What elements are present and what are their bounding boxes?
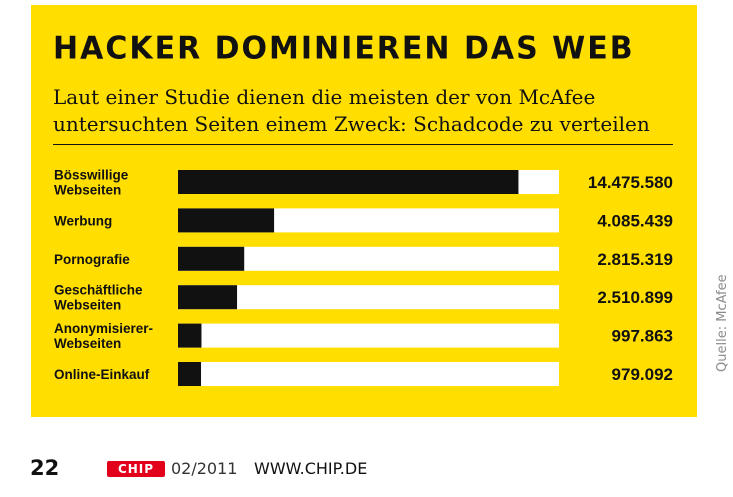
chart-title: HACKER DOMINIEREN DAS WEB	[53, 30, 635, 67]
value-label: 2.815.319	[597, 250, 673, 269]
bar	[178, 285, 238, 310]
value-label: 979.092	[612, 365, 673, 384]
value-label: 2.510.899	[597, 288, 673, 307]
divider-rule	[53, 144, 673, 145]
bar	[178, 246, 245, 271]
bar-track	[178, 362, 559, 386]
bar-chart: Bösswillige Webseiten 14.475.580 Werbung 4.0…	[54, 168, 673, 386]
bar-track	[178, 246, 559, 271]
category-label: Anonymisierer-Webseiten	[54, 321, 153, 351]
bar	[178, 208, 275, 233]
infographic-panel: HACKER DOMINIEREN DAS WEB Laut einer Stu…	[31, 5, 697, 417]
page-number: 22	[30, 456, 60, 480]
chip-logo[interactable]: CHIP	[107, 461, 165, 477]
category-label: Online-Einkauf	[54, 367, 150, 382]
category-label: Pornografie	[54, 252, 130, 267]
category-label: Werbung	[54, 213, 112, 228]
website-link[interactable]: WWW.CHIP.DE	[254, 459, 368, 478]
bar	[178, 362, 202, 386]
bar	[178, 170, 519, 194]
subtitle-line-2: untersuchten Seiten einem Zweck: Schadco…	[53, 112, 650, 136]
issue-number: 02/2011	[171, 459, 238, 478]
category-label: Bösswillige Webseiten	[54, 168, 129, 198]
value-label: 14.475.580	[588, 173, 673, 192]
chip-logo-text: CHIP	[117, 462, 155, 476]
source-credit: Quelle: McAfee	[715, 274, 730, 372]
value-label: 997.863	[612, 327, 673, 346]
bar-track	[178, 285, 559, 310]
bar	[178, 323, 202, 348]
value-label: 4.085.439	[597, 211, 673, 230]
subtitle-line-1: Laut einer Studie dienen die meisten der…	[53, 85, 596, 109]
category-label: Geschäftliche Webseiten	[54, 283, 143, 313]
bar-track	[178, 323, 559, 348]
